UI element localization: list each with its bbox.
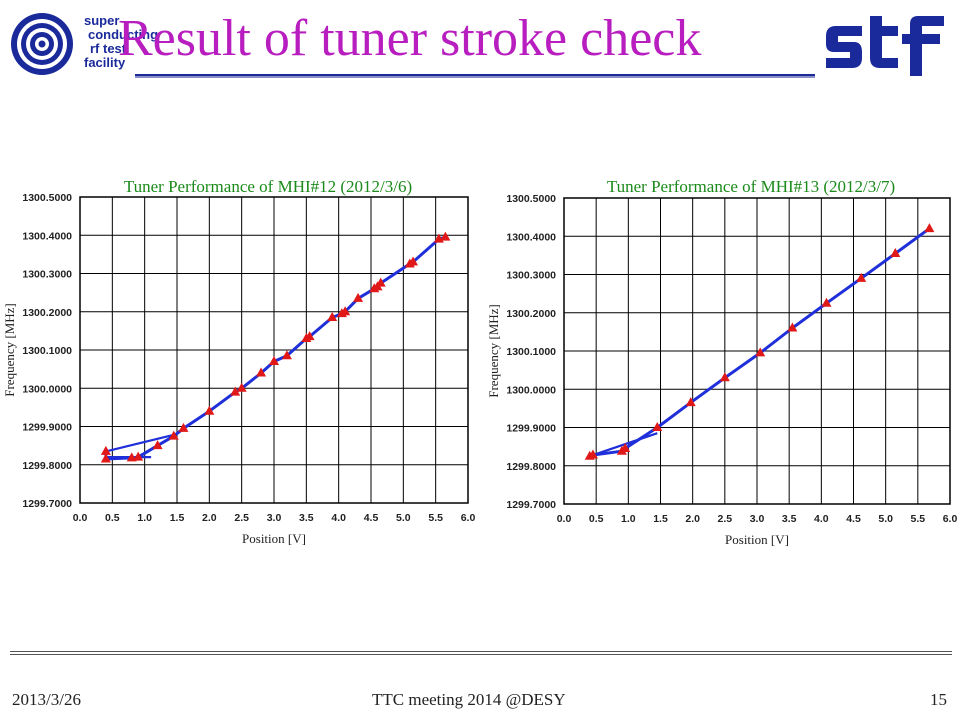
data-point bbox=[256, 367, 267, 377]
data-point bbox=[100, 445, 111, 455]
data-point bbox=[890, 247, 901, 257]
y-tick-label: 1300.0000 bbox=[506, 384, 556, 396]
data-point bbox=[924, 223, 935, 233]
data-point bbox=[408, 256, 419, 266]
x-tick-label: 3.5 bbox=[299, 512, 314, 524]
y-axis-label: Frequency [MHz] bbox=[2, 303, 17, 397]
data-point bbox=[353, 292, 364, 302]
x-tick-label: 5.5 bbox=[911, 513, 926, 525]
data-point bbox=[281, 350, 292, 360]
y-tick-label: 1300.5000 bbox=[22, 192, 72, 204]
y-tick-label: 1300.5000 bbox=[506, 193, 556, 205]
x-tick-label: 0.5 bbox=[589, 513, 604, 525]
x-tick-label: 0.5 bbox=[105, 512, 120, 524]
x-tick-label: 4.0 bbox=[331, 512, 346, 524]
data-point bbox=[168, 430, 179, 440]
data-point bbox=[304, 331, 315, 341]
x-axis-label: Position [V] bbox=[725, 532, 789, 547]
y-tick-label: 1299.7000 bbox=[506, 499, 556, 511]
data-point bbox=[620, 443, 631, 453]
x-tick-label: 1.5 bbox=[170, 512, 185, 524]
y-tick-label: 1300.4000 bbox=[506, 231, 556, 243]
series-line-1 bbox=[589, 432, 658, 458]
data-point bbox=[230, 386, 241, 396]
x-tick-label: 6.0 bbox=[943, 513, 958, 525]
x-tick-label: 3.5 bbox=[782, 513, 797, 525]
data-point bbox=[440, 231, 451, 241]
logo-line-2: conducting bbox=[88, 27, 159, 42]
chart-mhi12: Tuner Performance of MHI#12 (2012/3/6) 0.… bbox=[2, 177, 476, 546]
data-point bbox=[204, 405, 215, 415]
series-line-1 bbox=[105, 433, 178, 453]
x-tick-label: 5.5 bbox=[428, 512, 443, 524]
y-tick-label: 1300.1000 bbox=[22, 345, 72, 357]
x-axis-label: Position [V] bbox=[242, 531, 306, 546]
data-point bbox=[100, 453, 111, 463]
x-tick-label: 2.5 bbox=[718, 513, 733, 525]
logo-line-4: facility bbox=[84, 55, 126, 70]
data-point bbox=[375, 277, 386, 287]
x-tick-label: 5.0 bbox=[878, 513, 893, 525]
x-tick-label: 4.5 bbox=[364, 512, 379, 524]
x-tick-label: 4.0 bbox=[814, 513, 829, 525]
data-point bbox=[340, 306, 351, 316]
spiral-logo-icon bbox=[11, 13, 73, 75]
x-tick-label: 2.0 bbox=[202, 512, 217, 524]
data-point bbox=[821, 297, 832, 307]
chart-title: Tuner Performance of MHI#12 (2012/3/6) bbox=[124, 177, 412, 196]
x-tick-label: 3.0 bbox=[750, 513, 765, 525]
x-tick-label: 1.0 bbox=[137, 512, 152, 524]
y-tick-label: 1300.1000 bbox=[506, 346, 556, 358]
y-tick-label: 1300.0000 bbox=[22, 383, 72, 395]
y-tick-label: 1300.3000 bbox=[506, 270, 556, 282]
x-tick-label: 5.0 bbox=[396, 512, 411, 524]
slide-title: Result of tuner stroke check bbox=[118, 10, 702, 67]
y-tick-label: 1300.3000 bbox=[22, 269, 72, 281]
data-point bbox=[856, 272, 867, 282]
data-point bbox=[685, 397, 696, 407]
sc-rf-test-facility-logo: super- conducting rf test facility bbox=[8, 8, 158, 80]
chart-mhi13: Tuner Performance of MHI#13 (2012/3/7) 0.… bbox=[486, 177, 958, 547]
stf-logo-icon bbox=[826, 16, 944, 76]
data-point bbox=[652, 422, 663, 431]
x-tick-label: 0.0 bbox=[557, 513, 572, 525]
data-point bbox=[178, 422, 189, 432]
data-point bbox=[327, 311, 338, 321]
y-axis-label: Frequency [MHz] bbox=[486, 304, 501, 398]
x-tick-label: 1.5 bbox=[653, 513, 668, 525]
data-point bbox=[152, 440, 163, 450]
footer-rule bbox=[10, 651, 952, 655]
data-point bbox=[133, 451, 144, 461]
stf-brand-logo bbox=[822, 12, 948, 83]
footer-date: 2013/3/26 bbox=[12, 690, 81, 709]
title-underline bbox=[135, 74, 815, 78]
data-point bbox=[719, 372, 730, 382]
data-point bbox=[755, 347, 766, 357]
data-point bbox=[587, 449, 598, 459]
y-tick-label: 1300.2000 bbox=[506, 308, 556, 320]
y-tick-label: 1299.9000 bbox=[22, 422, 72, 434]
y-tick-label: 1300.2000 bbox=[22, 307, 72, 319]
x-tick-label: 4.5 bbox=[846, 513, 861, 525]
x-tick-label: 2.0 bbox=[685, 513, 700, 525]
x-tick-label: 1.0 bbox=[621, 513, 636, 525]
data-point bbox=[269, 355, 279, 365]
footer-event: TTC meeting 2014 @DESY bbox=[372, 690, 566, 709]
chart-title: Tuner Performance of MHI#13 (2012/3/7) bbox=[607, 177, 895, 196]
y-tick-label: 1300.4000 bbox=[22, 230, 72, 242]
page-number: 15 bbox=[930, 690, 947, 709]
y-tick-label: 1299.8000 bbox=[506, 461, 556, 473]
y-tick-label: 1299.9000 bbox=[506, 423, 556, 435]
y-tick-label: 1299.8000 bbox=[22, 460, 72, 472]
logo-line-1: super- bbox=[84, 13, 124, 28]
x-tick-label: 0.0 bbox=[73, 512, 88, 524]
y-tick-label: 1299.7000 bbox=[22, 498, 72, 510]
data-point bbox=[787, 322, 798, 332]
x-tick-label: 2.5 bbox=[234, 512, 249, 524]
x-tick-label: 6.0 bbox=[461, 512, 476, 524]
data-point bbox=[236, 382, 247, 392]
logo-line-3: rf test bbox=[90, 41, 127, 56]
x-tick-label: 3.0 bbox=[267, 512, 282, 524]
